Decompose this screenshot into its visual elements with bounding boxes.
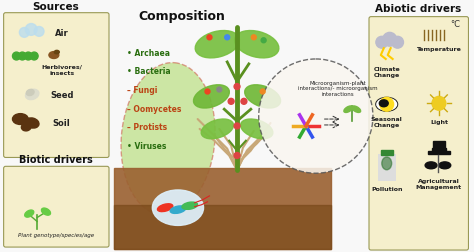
Bar	[433, 141, 445, 149]
Circle shape	[259, 60, 373, 174]
Circle shape	[207, 36, 212, 41]
Ellipse shape	[182, 202, 198, 210]
Text: Agricultural
Management: Agricultural Management	[416, 178, 462, 189]
Text: Biotic drivers: Biotic drivers	[19, 155, 93, 165]
Ellipse shape	[382, 157, 392, 170]
Circle shape	[25, 24, 37, 36]
Text: Microorganism-plant
interactions/- microorganism
interactions: Microorganism-plant interactions/- micro…	[298, 80, 377, 97]
Text: – Fungi: – Fungi	[127, 86, 157, 95]
Circle shape	[260, 90, 265, 94]
Circle shape	[261, 39, 266, 44]
Circle shape	[234, 84, 240, 90]
Circle shape	[34, 27, 44, 37]
Circle shape	[205, 90, 210, 94]
Text: • Viruses: • Viruses	[127, 142, 166, 150]
Ellipse shape	[41, 208, 51, 215]
Text: Climate
Change: Climate Change	[374, 67, 400, 77]
Ellipse shape	[376, 98, 398, 112]
Circle shape	[19, 28, 29, 38]
Circle shape	[251, 36, 256, 41]
Circle shape	[30, 53, 38, 61]
Ellipse shape	[425, 162, 437, 169]
Ellipse shape	[49, 52, 59, 59]
Ellipse shape	[27, 90, 34, 96]
Ellipse shape	[377, 99, 397, 111]
Ellipse shape	[157, 204, 173, 212]
Ellipse shape	[195, 32, 239, 59]
Text: – Protists: – Protists	[127, 123, 167, 132]
Text: Abiotic drivers: Abiotic drivers	[375, 4, 461, 14]
Ellipse shape	[121, 63, 215, 215]
Ellipse shape	[170, 206, 186, 213]
Ellipse shape	[344, 107, 353, 113]
Ellipse shape	[26, 90, 39, 100]
Bar	[428, 151, 450, 154]
FancyBboxPatch shape	[4, 14, 109, 158]
Circle shape	[24, 53, 32, 61]
Circle shape	[234, 123, 240, 129]
Ellipse shape	[352, 107, 361, 113]
Circle shape	[376, 37, 388, 49]
Text: Temperature: Temperature	[417, 47, 461, 52]
Circle shape	[228, 99, 234, 105]
Circle shape	[18, 53, 26, 61]
Ellipse shape	[241, 119, 273, 139]
Text: Composition: Composition	[138, 10, 225, 23]
Bar	[378, 154, 396, 181]
Ellipse shape	[379, 101, 388, 107]
FancyBboxPatch shape	[4, 167, 109, 247]
Circle shape	[234, 153, 240, 159]
Text: • Bacteria: • Bacteria	[127, 67, 170, 76]
Text: Seasonal
Change: Seasonal Change	[371, 117, 402, 128]
Text: Light: Light	[430, 120, 448, 124]
Circle shape	[432, 97, 446, 111]
Circle shape	[383, 33, 397, 47]
FancyBboxPatch shape	[369, 18, 468, 250]
Text: Plant genotype/species/age: Plant genotype/species/age	[18, 232, 94, 237]
Circle shape	[217, 88, 222, 92]
Bar	[432, 148, 446, 151]
Bar	[114, 169, 330, 249]
Ellipse shape	[201, 119, 234, 139]
Text: Seed: Seed	[50, 90, 73, 100]
Bar	[114, 205, 330, 249]
Circle shape	[380, 98, 393, 112]
Ellipse shape	[235, 32, 279, 59]
Text: • Archaea: • Archaea	[127, 48, 170, 57]
Ellipse shape	[21, 123, 31, 131]
Ellipse shape	[12, 114, 28, 125]
Circle shape	[241, 99, 247, 105]
Circle shape	[225, 36, 229, 41]
Ellipse shape	[193, 85, 229, 109]
Ellipse shape	[55, 51, 59, 55]
Text: Soil: Soil	[53, 119, 71, 128]
Ellipse shape	[25, 210, 34, 217]
Circle shape	[12, 53, 20, 61]
Text: °C: °C	[451, 20, 461, 29]
Bar	[381, 150, 392, 155]
Ellipse shape	[245, 85, 281, 109]
Ellipse shape	[152, 190, 203, 226]
Text: Air: Air	[55, 29, 69, 38]
Ellipse shape	[26, 118, 39, 129]
Ellipse shape	[439, 162, 451, 169]
Text: – Oomycetes: – Oomycetes	[127, 104, 181, 113]
Circle shape	[392, 37, 403, 49]
Text: Pollution: Pollution	[371, 186, 402, 191]
Text: Sources: Sources	[32, 2, 79, 12]
Text: Herbivores/
insects: Herbivores/ insects	[41, 65, 82, 75]
